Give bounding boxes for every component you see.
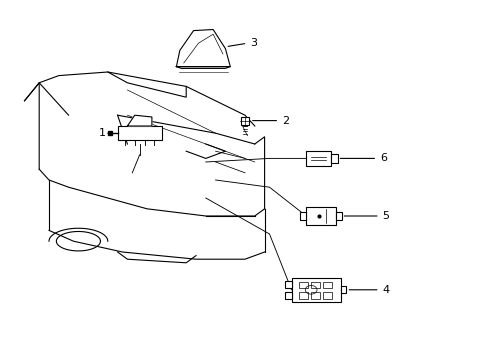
Bar [299, 292, 308, 299]
Bar [285, 281, 292, 288]
Bar [285, 292, 292, 299]
Bar [311, 282, 320, 288]
Text: 4: 4 [382, 285, 390, 295]
Text: 3: 3 [250, 38, 257, 48]
Text: 2: 2 [282, 116, 289, 126]
Bar [300, 212, 306, 220]
Bar [341, 286, 346, 293]
Text: 1: 1 [98, 128, 105, 138]
Text: 5: 5 [382, 211, 389, 221]
Bar [118, 126, 162, 140]
Bar [331, 154, 338, 163]
Polygon shape [176, 67, 230, 68]
Bar [323, 292, 332, 299]
Bar [299, 282, 308, 288]
Bar [306, 151, 331, 166]
Bar [311, 292, 320, 299]
Polygon shape [127, 115, 152, 126]
Text: 6: 6 [380, 153, 387, 163]
Bar [306, 207, 336, 225]
Bar [292, 278, 341, 302]
Polygon shape [176, 30, 230, 67]
Bar [336, 212, 342, 220]
Bar [323, 282, 332, 288]
